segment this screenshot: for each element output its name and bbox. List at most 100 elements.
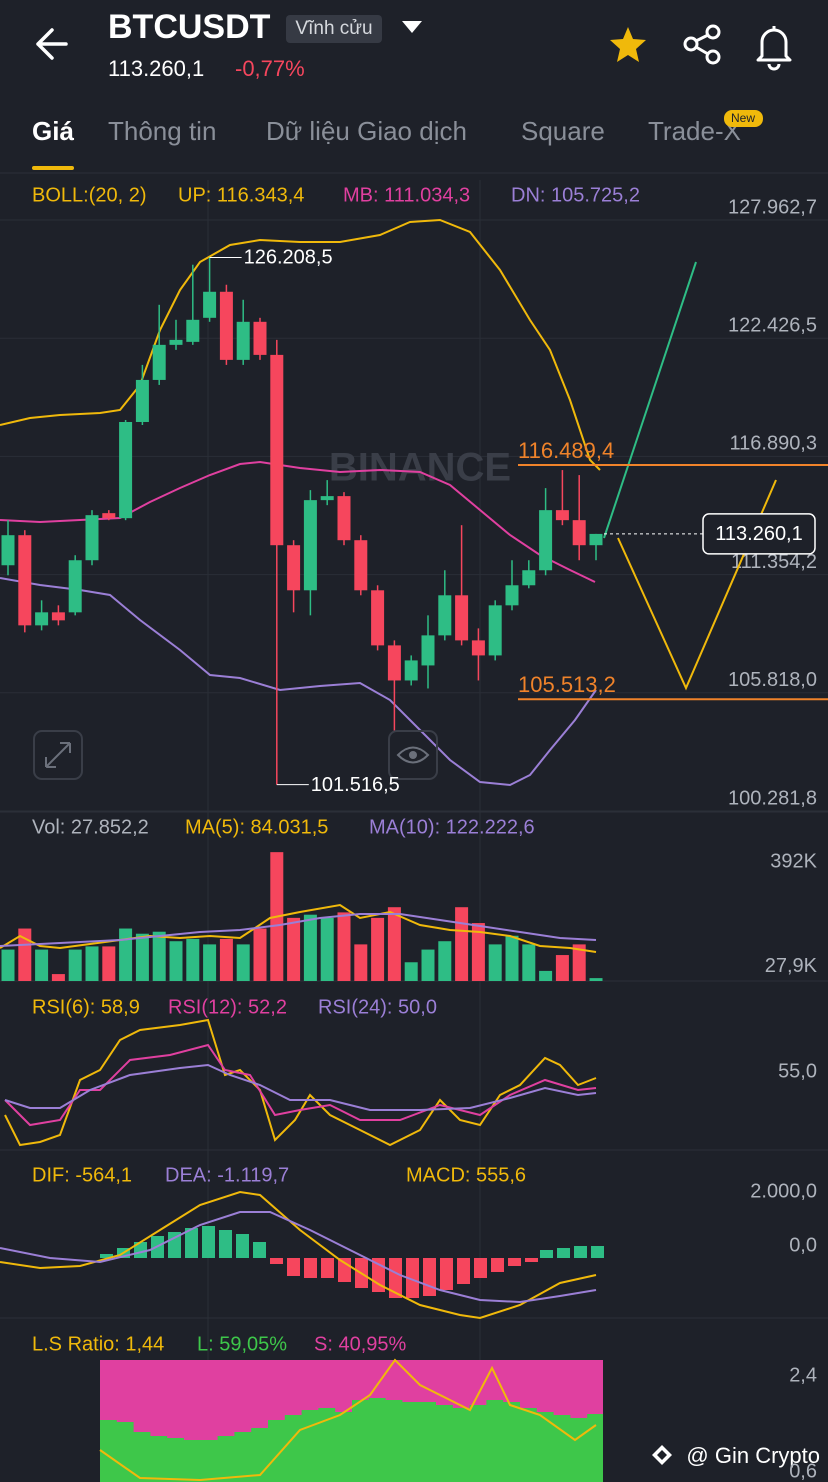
last-price-label: 113.260,1: [715, 523, 803, 545]
watermark: BINANCE: [329, 446, 511, 490]
volume-bar: [371, 917, 385, 981]
tab-bar: Giá Thông tin Dữ liệu Giao dịch Square Trade…: [32, 116, 741, 146]
macd-histogram-up: [100, 1226, 604, 1258]
boll-label: BOLL:(20, 2): [32, 184, 147, 206]
price-tick-label: 127.962,7: [728, 196, 817, 218]
candle-body: [68, 560, 82, 613]
candle-body: [35, 612, 49, 626]
candle-body: [505, 585, 519, 606]
drawn-line[interactable]: [603, 261, 697, 539]
volume-bar: [522, 944, 536, 981]
rsi6-label: RSI(6): 58,9: [32, 996, 140, 1018]
candle-body: [236, 321, 250, 360]
ls-ratio-line: [99, 1358, 597, 1482]
favorite-star[interactable]: [610, 27, 646, 62]
candle-body: [488, 605, 502, 656]
volume-bar: [51, 974, 65, 981]
candle-body: [253, 321, 267, 355]
alert-bell[interactable]: [756, 26, 792, 71]
tab[interactable]: Dữ liệu Giao dịch: [266, 116, 467, 146]
volume-bars: [1, 852, 603, 981]
volume-bar: [203, 944, 217, 981]
price-tick-label: 100.281,8: [728, 787, 817, 809]
back-button[interactable]: [36, 28, 68, 60]
price-tick-label: 116.890,3: [730, 433, 818, 455]
credit: @ Gin Crypto: [686, 1443, 820, 1468]
price-level-label: 105.513,2: [518, 672, 616, 697]
candle-body: [371, 590, 385, 646]
tab[interactable]: Giá: [32, 116, 74, 146]
overlay: 126.208,5 101.516,5 116.489,4 105.513,2 113.…: [209, 247, 828, 796]
contract-badge[interactable]: [286, 15, 382, 43]
boll-lower: [0, 577, 597, 787]
volume-bar: [438, 941, 452, 981]
rsi12-label: RSI(12): 52,2: [168, 996, 287, 1018]
macd-tick-label: 0,0: [789, 1234, 817, 1256]
volume-bar: [471, 923, 485, 981]
tab[interactable]: Square: [521, 116, 605, 146]
candle-body: [555, 510, 569, 521]
vol-ma10-label: MA(10): 122.222,6: [369, 816, 535, 838]
contract-type: Vĩnh cửu: [295, 18, 372, 39]
candle-body: [337, 496, 351, 541]
candle-body: [471, 640, 485, 656]
volume-bar: [539, 970, 553, 981]
share-button[interactable]: [683, 24, 721, 65]
rsi6-line: [4, 1018, 597, 1147]
high-label: 126.208,5: [244, 247, 333, 269]
price-level-label: 116.489,4: [518, 438, 614, 463]
candle-body: [85, 515, 99, 561]
dropdown[interactable]: [402, 21, 422, 33]
candle-body: [303, 500, 317, 591]
volume-bar: [320, 917, 334, 981]
vol-ma5: [0, 903, 597, 953]
candle-body: [404, 660, 418, 681]
active-tab-indicator: [32, 166, 74, 170]
volume-bar: [236, 944, 250, 981]
price-tick-label: 122.426,5: [728, 314, 817, 336]
vol-ma5-label: MA(5): 84.031,5: [185, 816, 328, 838]
candle-body: [51, 612, 65, 621]
volume-bar: [505, 935, 519, 981]
ls-tick-label: 0,6: [789, 1460, 817, 1482]
symbol: BTCUSDT: [108, 8, 271, 46]
expand-button[interactable]: [33, 730, 83, 780]
macd-tick-label: 2.000,0: [750, 1180, 817, 1202]
eye-pupil: [409, 751, 417, 759]
visibility-button[interactable]: [388, 730, 438, 780]
candle-body: [152, 344, 166, 380]
volume-bar: [555, 955, 569, 981]
volume-bar: [219, 938, 233, 981]
dea-line: [0, 1211, 597, 1304]
long-ratio-area: [100, 1398, 603, 1482]
boll-dn: DN: 105.725,2: [511, 184, 640, 206]
volume-bar: [119, 928, 133, 981]
candle-body: [270, 354, 284, 546]
ls-tick-label: 2,4: [789, 1364, 817, 1386]
vol-label: Vol: 27.852,2: [32, 816, 149, 838]
volume-bar: [354, 944, 368, 981]
volume-bar: [68, 949, 82, 981]
candle-body: [455, 595, 469, 641]
volume-bar: [169, 941, 183, 981]
tab[interactable]: Thông tin: [108, 116, 216, 146]
volume-tick-label: 27,9K: [765, 955, 818, 977]
candle-body: [1, 535, 15, 566]
candle-body: [539, 510, 553, 571]
price-tick-label: 105.818,0: [728, 669, 817, 691]
vol-ma10: [0, 913, 597, 947]
boll-upper: [0, 218, 601, 471]
dif-line: [0, 1190, 597, 1320]
ls-ratio-label: L.S Ratio: 1,44: [32, 1333, 164, 1355]
volume-bar: [35, 949, 49, 981]
dea-label: DEA: -1.119,7: [165, 1164, 289, 1186]
candle-body: [18, 535, 32, 626]
volume-bar: [404, 962, 418, 981]
candle-body: [572, 520, 586, 546]
candle-body: [203, 291, 217, 318]
credit-icon: [652, 1445, 672, 1465]
candle-body: [320, 496, 334, 501]
dif-label: DIF: -564,1: [32, 1164, 132, 1186]
candle-body: [219, 291, 233, 360]
